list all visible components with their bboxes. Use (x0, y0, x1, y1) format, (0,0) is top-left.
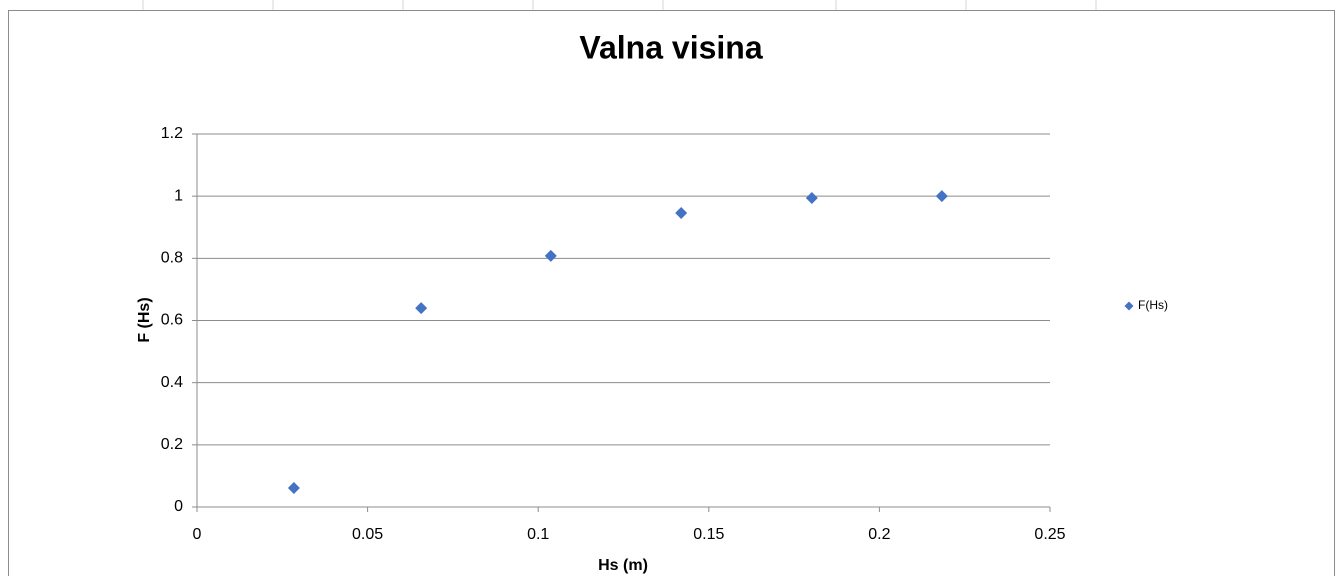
x-tick-label: 0.15 (693, 526, 724, 543)
x-tick-label: 0.05 (352, 526, 383, 543)
chart-frame (8, 10, 1335, 581)
y-tick-label: 0.4 (161, 374, 183, 391)
legend-marker (1124, 301, 1134, 311)
y-tick-label: 1 (174, 187, 183, 204)
y-tick-label: 0.2 (161, 436, 183, 453)
point (805, 192, 818, 205)
y-tick-label: 0.6 (161, 312, 183, 329)
point (287, 482, 300, 495)
y-tick-label: 0.8 (161, 250, 183, 267)
y-axis-label: F (Hs) (136, 297, 153, 342)
y-tick-label: 0 (174, 498, 183, 515)
sheet-cells (142, 0, 1097, 10)
point (935, 190, 948, 203)
x-tick-label: 0.25 (1034, 526, 1065, 543)
x-tick-label: 0 (193, 526, 202, 543)
y-tick-label: 1.2 (161, 125, 183, 142)
point (415, 302, 428, 315)
point (675, 206, 688, 219)
legend-label: F(Hs) (1138, 298, 1168, 312)
chart-title: Valna visina (579, 29, 762, 65)
point (544, 249, 557, 262)
x-axis-label: Hs (m) (598, 557, 648, 574)
x-tick-label: 0.1 (527, 526, 549, 543)
x-tick-label: 0.2 (868, 526, 890, 543)
